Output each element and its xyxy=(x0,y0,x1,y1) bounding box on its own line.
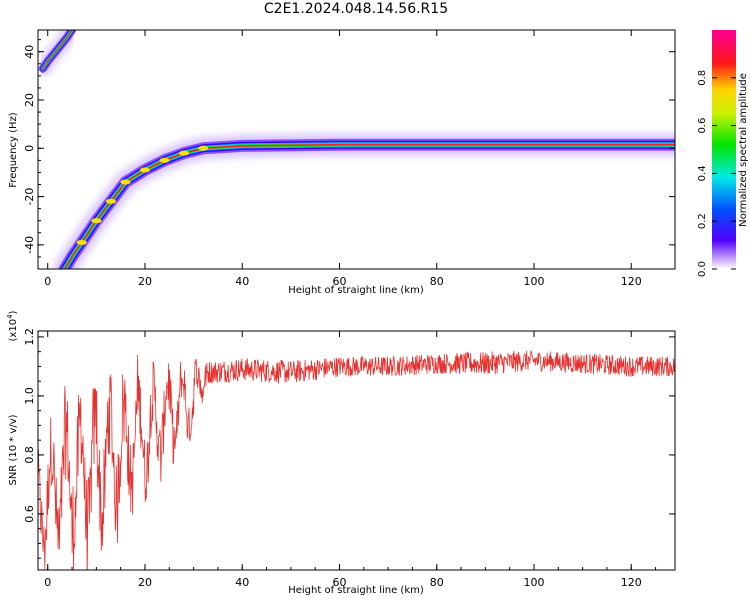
spectrogram-xtick-label: 80 xyxy=(430,275,444,288)
snr-frame xyxy=(37,330,676,571)
spectrogram-ytick-label: 0 xyxy=(23,145,36,152)
snr-multiplier-close: ) xyxy=(8,310,19,314)
colorbar: 0.0 0.2 0.4 0.6 0.8 Normalized spectral ampl… xyxy=(697,30,749,277)
snr-xtick-label: 100 xyxy=(523,576,544,589)
spectrogram-xlabel: Height of straight line (km) xyxy=(288,285,424,296)
spectrogram-ridge-layer xyxy=(42,30,73,70)
spectrogram-xtick-label: 100 xyxy=(523,275,544,288)
snr-xtick-label: 60 xyxy=(332,576,346,589)
spectrogram-xtick-label: 60 xyxy=(332,275,346,288)
spectrogram-peak xyxy=(105,198,116,204)
spectrogram-peak xyxy=(91,218,102,224)
snr-xtick-label: 0 xyxy=(44,576,51,589)
snr-xtick-label: 20 xyxy=(138,576,152,589)
snr-series-line xyxy=(38,350,675,570)
spectrogram-ytick-label: 40 xyxy=(23,45,36,59)
snr-multiplier-base: (x10 xyxy=(8,319,19,342)
colorbar-tick-label: 0.6 xyxy=(697,118,708,134)
spectrogram-panel: 0 20 40 60 80 100 120 -40 -20 0 20 40 Height of str… xyxy=(8,29,676,296)
snr-ylabel: SNR (10 * v/v) xyxy=(8,414,19,485)
spectrogram-image xyxy=(38,30,675,269)
snr-multiplier: (x104) xyxy=(6,310,19,341)
spectrogram-peak xyxy=(198,145,209,151)
figure-title: C2E1.2024.048.14.56.R15 xyxy=(263,1,449,17)
spectrogram-peak xyxy=(178,150,189,156)
spectrogram-frame xyxy=(37,29,676,270)
spectrogram-ylabel: Frequency (Hz) xyxy=(8,112,19,188)
colorbar-tick-label: 0.2 xyxy=(697,213,708,229)
spectrogram-ytick-label: -20 xyxy=(23,188,36,206)
colorbar-tick-label: 0.8 xyxy=(697,70,708,86)
snr-ytick-label: 1.2 xyxy=(23,328,36,346)
snr-panel: 0 20 40 60 80 100 120 0.6 0.8 1.0 1.2 Height of st… xyxy=(6,310,676,596)
spectrogram-peak xyxy=(76,239,87,245)
spectrogram-xtick-label: 40 xyxy=(235,275,249,288)
snr-ytick-label: 0.6 xyxy=(23,505,36,523)
spectrogram-peak xyxy=(139,167,150,173)
spectrogram-xtick-label: 120 xyxy=(621,275,642,288)
snr-xtick-label: 40 xyxy=(235,576,249,589)
spectrogram-peak xyxy=(159,157,170,163)
svg-text:(x104): (x104) xyxy=(6,310,19,341)
spectrogram-ytick-label: -40 xyxy=(23,236,36,254)
snr-ytick-label: 1.0 xyxy=(23,387,36,405)
snr-xtick-label: 80 xyxy=(430,576,444,589)
colorbar-label: Normalized spectral amplitude xyxy=(738,73,749,227)
spectrogram-xtick-label: 0 xyxy=(44,275,51,288)
spectrogram-xtick-label: 20 xyxy=(138,275,152,288)
spectrogram-peak xyxy=(120,179,131,185)
snr-multiplier-exp: 4 xyxy=(6,314,14,319)
snr-xtick-label: 120 xyxy=(621,576,642,589)
colorbar-gradient xyxy=(712,30,736,269)
snr-ytick-label: 0.8 xyxy=(23,446,36,464)
snr-xlabel: Height of straight line (km) xyxy=(288,585,424,596)
colorbar-tick-label: 0.4 xyxy=(697,165,708,181)
spectrogram-ytick-label: 20 xyxy=(23,93,36,107)
colorbar-tick-label: 0.0 xyxy=(697,261,708,277)
